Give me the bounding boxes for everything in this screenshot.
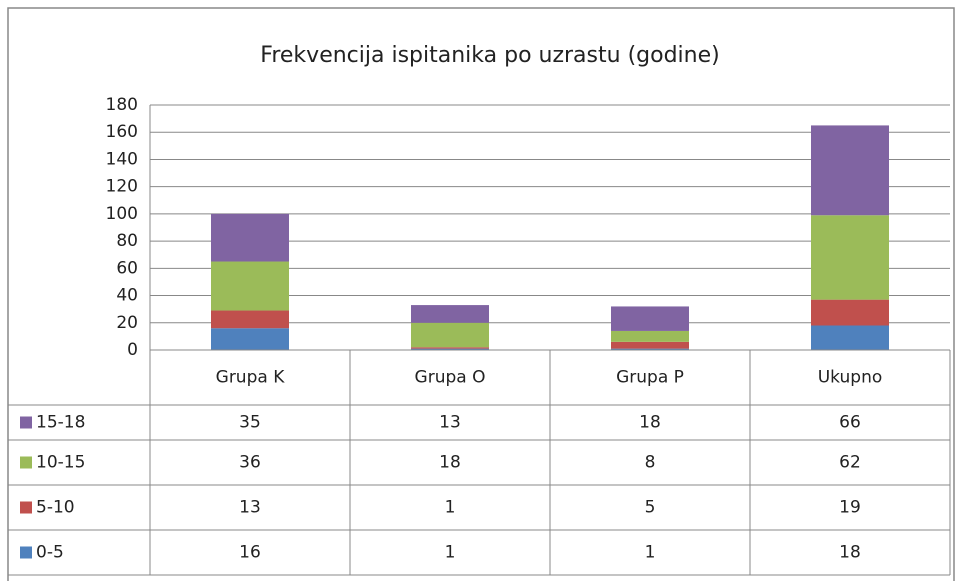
bar-segment (211, 213, 289, 262)
y-tick-label: 40 (116, 286, 138, 306)
table-value: 66 (839, 413, 861, 433)
legend-label: 10-15 (36, 453, 85, 473)
legend-swatch (20, 456, 32, 469)
table-value: 18 (439, 453, 461, 473)
bar-segment (211, 328, 289, 350)
x-tick-label: Ukupno (818, 368, 883, 388)
legend-label: 0-5 (36, 543, 64, 563)
y-tick-label: 20 (116, 313, 138, 333)
table-value: 35 (239, 413, 261, 433)
table-value: 13 (439, 413, 461, 433)
y-tick-label: 80 (116, 231, 138, 251)
legend-label: 5-10 (36, 498, 75, 518)
bar-segment (411, 305, 489, 323)
bar-segment (811, 325, 889, 350)
y-tick-label: 120 (106, 177, 138, 197)
bar-segment (611, 341, 689, 349)
bar-segment (211, 310, 289, 329)
table-value: 62 (839, 453, 861, 473)
bar-segment (811, 215, 889, 300)
table-value: 5 (645, 498, 656, 518)
y-tick-label: 180 (106, 95, 138, 115)
bar-segment (611, 330, 689, 342)
x-tick-label: Grupa P (616, 368, 684, 388)
table-value: 8 (645, 453, 656, 473)
legend-swatch (20, 546, 32, 559)
bar-segment (811, 299, 889, 326)
legend-label: 15-18 (36, 413, 85, 433)
table-value: 18 (639, 413, 661, 433)
x-tick-label: Grupa O (415, 368, 486, 388)
chart-title: Frekvencija ispitanika po uzrastu (godin… (260, 43, 719, 68)
table-value: 1 (445, 498, 456, 518)
bar-segment (411, 348, 489, 350)
y-tick-label: 100 (106, 204, 138, 224)
bar-segment (611, 306, 689, 331)
y-tick-label: 160 (106, 122, 138, 142)
bar-segment (611, 348, 689, 350)
table-value: 19 (839, 498, 861, 518)
bar-segment (811, 125, 889, 216)
table-value: 1 (445, 543, 456, 563)
legend-swatch (20, 416, 32, 429)
x-tick-label: Grupa K (216, 368, 286, 388)
table-value: 36 (239, 453, 261, 473)
bar-segment (411, 347, 489, 349)
legend-swatch (20, 501, 32, 514)
y-tick-label: 0 (127, 340, 138, 360)
bar-segment (211, 261, 289, 311)
bar-segment (411, 322, 489, 348)
table-value: 13 (239, 498, 261, 518)
table-value: 16 (239, 543, 261, 563)
table-value: 18 (839, 543, 861, 563)
table-value: 1 (645, 543, 656, 563)
y-tick-label: 60 (116, 258, 138, 278)
y-tick-label: 140 (106, 149, 138, 169)
